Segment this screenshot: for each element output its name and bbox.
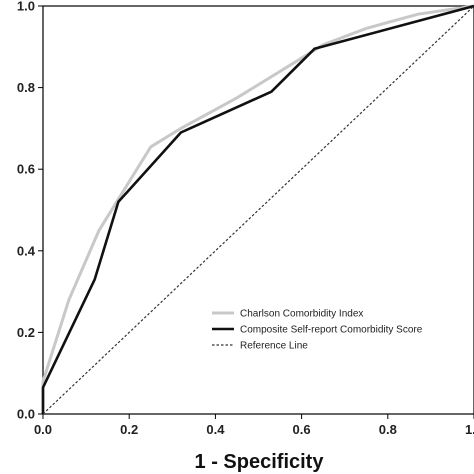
plot-area bbox=[41, 4, 474, 415]
y-tick-label: 0.6 bbox=[17, 162, 35, 177]
legend-label: Reference Line bbox=[240, 341, 308, 352]
x-axis-title: 1 - Specificity bbox=[195, 451, 325, 473]
legend-label: Composite Self-report Comorbidity Score bbox=[240, 325, 423, 336]
x-tick-label: 0.6 bbox=[293, 422, 311, 437]
y-tick-label: 0.2 bbox=[17, 325, 35, 340]
y-tick-label: 0.0 bbox=[17, 407, 35, 422]
legend-label: Charlson Comorbidity Index bbox=[240, 309, 363, 320]
series-line-2 bbox=[41, 4, 474, 414]
x-tick-label: 0.2 bbox=[120, 422, 138, 437]
y-tick-label: 1.0 bbox=[17, 0, 35, 14]
legend: Charlson Comorbidity Index Composite Self… bbox=[212, 309, 423, 352]
series-line-1 bbox=[41, 4, 474, 414]
y-tick-label: 0.4 bbox=[17, 243, 36, 258]
series-layer bbox=[41, 4, 474, 415]
y-tick-label: 0.8 bbox=[17, 80, 35, 95]
x-axis: 0.0 0.2 0.4 0.6 0.8 1.0 bbox=[34, 414, 474, 437]
x-tick-label: 0.8 bbox=[379, 422, 397, 437]
x-tick-label: 0.4 bbox=[206, 422, 225, 437]
x-tick-label: 1.0 bbox=[465, 422, 474, 437]
x-tick-label: 0.0 bbox=[34, 422, 52, 437]
y-axis: 0.0 0.2 0.4 0.6 0.8 1.0 bbox=[17, 0, 43, 422]
